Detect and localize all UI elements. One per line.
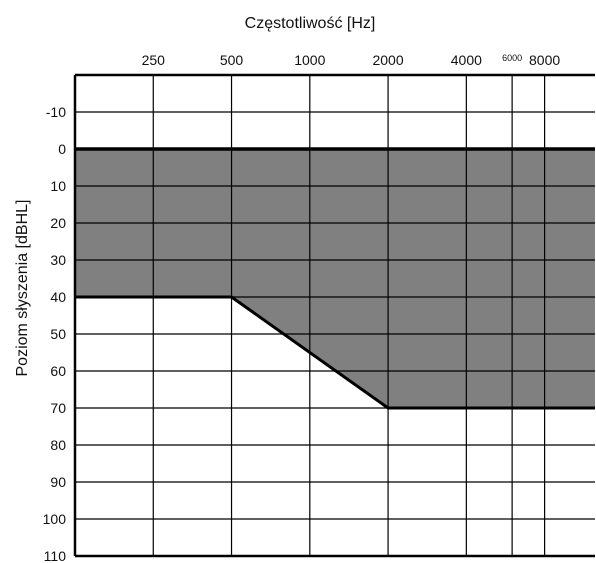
- y-tick-label: 60: [50, 363, 66, 379]
- y-tick-label: 90: [50, 474, 66, 490]
- x-tick-label: 250: [142, 52, 166, 68]
- boundary-line: [75, 295, 595, 410]
- plot-area: -10 0 10 20 30 40 50 60 70 80 90 100 110 250 500 1000 20…: [43, 52, 595, 563]
- shaded-region: [75, 149, 595, 408]
- x-tick-label: 4000: [451, 52, 482, 68]
- y-tick-label: -10: [46, 104, 66, 120]
- y-axis-title: Poziom słyszenia [dBHL]: [14, 200, 31, 377]
- x-tick-label: 6000: [502, 53, 522, 63]
- x-tick-label: 2000: [372, 52, 403, 68]
- y-tick-label: 40: [50, 289, 66, 305]
- chart-title: Częstotliwość [Hz]: [245, 15, 376, 32]
- y-tick-label: 30: [50, 252, 66, 268]
- y-tick-label: 0: [58, 141, 66, 157]
- y-tick-label: 20: [50, 215, 66, 231]
- y-tick-label: 100: [43, 511, 67, 527]
- y-tick-label: 110: [44, 548, 67, 563]
- y-tick-label: 50: [50, 326, 66, 342]
- x-tick-label: 1000: [294, 52, 325, 68]
- x-tick-label: 8000: [529, 52, 560, 68]
- x-tick-label: 500: [220, 52, 244, 68]
- y-tick-label: 80: [50, 437, 66, 453]
- y-tick-label: 70: [50, 400, 66, 416]
- y-tick-label: 10: [50, 178, 66, 194]
